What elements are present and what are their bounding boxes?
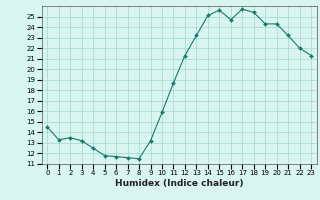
- X-axis label: Humidex (Indice chaleur): Humidex (Indice chaleur): [115, 179, 244, 188]
